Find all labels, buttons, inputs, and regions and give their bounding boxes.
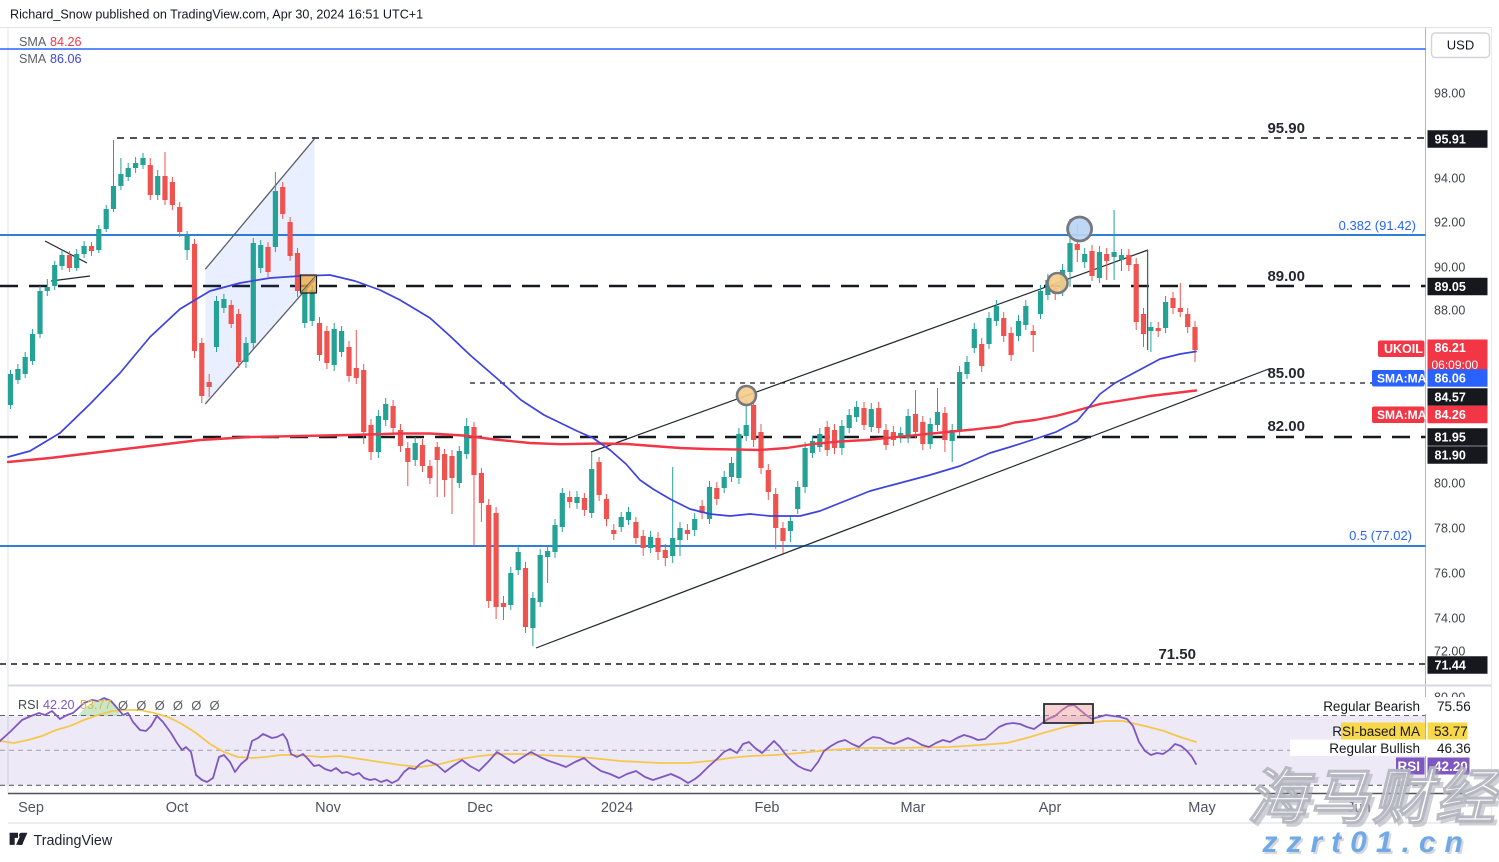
svg-text:86.06: 86.06: [1435, 371, 1466, 385]
svg-text:94.00: 94.00: [1434, 172, 1465, 186]
svg-text:90.00: 90.00: [1434, 261, 1465, 275]
svg-text:81.95: 81.95: [1435, 430, 1466, 444]
svg-text:Richard_Snow published on Trad: Richard_Snow published on TradingView.co…: [10, 8, 423, 22]
svg-text:2024: 2024: [601, 800, 633, 816]
svg-text:85.00: 85.00: [1267, 365, 1305, 382]
svg-text:Dec: Dec: [467, 800, 493, 816]
svg-text:95.91: 95.91: [1435, 132, 1466, 146]
svg-text:46.36: 46.36: [1437, 741, 1471, 756]
svg-text:May: May: [1188, 800, 1216, 816]
svg-text:TradingView: TradingView: [34, 833, 113, 849]
svg-text:SMA:MA: SMA:MA: [1377, 408, 1427, 422]
svg-text:71.44: 71.44: [1435, 658, 1466, 672]
svg-text:0.382 (91.42): 0.382 (91.42): [1339, 218, 1416, 233]
svg-text:86.06: 86.06: [50, 52, 82, 66]
svg-text:Regular Bullish: Regular Bullish: [1329, 741, 1420, 756]
svg-text:zzrt01.cn: zzrt01.cn: [1262, 826, 1472, 857]
svg-text:82.00: 82.00: [1267, 418, 1305, 435]
svg-text:86.21: 86.21: [1435, 341, 1466, 355]
svg-text:ØØØØØØ: ØØØØØØ: [118, 698, 228, 713]
svg-text:84.57: 84.57: [1435, 390, 1466, 404]
svg-text:Nov: Nov: [315, 800, 342, 816]
svg-text:海马财经: 海马财经: [1247, 764, 1499, 831]
svg-text:42.20: 42.20: [43, 698, 75, 712]
svg-text:Feb: Feb: [755, 800, 780, 816]
svg-text:75.56: 75.56: [1437, 699, 1471, 714]
svg-text:71.50: 71.50: [1158, 646, 1196, 663]
svg-text:Mar: Mar: [901, 800, 926, 816]
svg-text:84.26: 84.26: [50, 35, 82, 49]
svg-text:USD: USD: [1447, 38, 1474, 53]
svg-text:74.00: 74.00: [1434, 612, 1465, 626]
svg-text:89.00: 89.00: [1267, 268, 1305, 285]
svg-text:RSI-based MA: RSI-based MA: [1332, 724, 1420, 739]
svg-text:SMA: SMA: [19, 35, 47, 49]
svg-text:RSI: RSI: [18, 698, 39, 712]
svg-text:Oct: Oct: [166, 800, 189, 816]
svg-text:89.05: 89.05: [1435, 280, 1466, 294]
svg-text:Regular Bearish: Regular Bearish: [1323, 699, 1420, 714]
svg-text:98.00: 98.00: [1434, 87, 1465, 101]
svg-text:76.00: 76.00: [1434, 567, 1465, 581]
svg-text:SMA: SMA: [19, 52, 47, 66]
svg-text:0.5 (77.02): 0.5 (77.02): [1349, 528, 1412, 543]
svg-text:Apr: Apr: [1039, 800, 1062, 816]
svg-text:53.77: 53.77: [1434, 724, 1468, 739]
svg-text:84.26: 84.26: [1435, 408, 1466, 422]
svg-text:81.90: 81.90: [1435, 448, 1466, 462]
svg-text:80.00: 80.00: [1434, 477, 1465, 491]
svg-text:Sep: Sep: [18, 800, 44, 816]
svg-text:UKOIL: UKOIL: [1384, 342, 1423, 356]
svg-text:95.90: 95.90: [1267, 120, 1305, 137]
svg-text:SMA:MA: SMA:MA: [1377, 372, 1427, 386]
svg-text:88.00: 88.00: [1434, 304, 1465, 318]
svg-text:78.00: 78.00: [1434, 522, 1465, 536]
svg-text:92.00: 92.00: [1434, 216, 1465, 230]
svg-text:53.77: 53.77: [80, 698, 112, 712]
